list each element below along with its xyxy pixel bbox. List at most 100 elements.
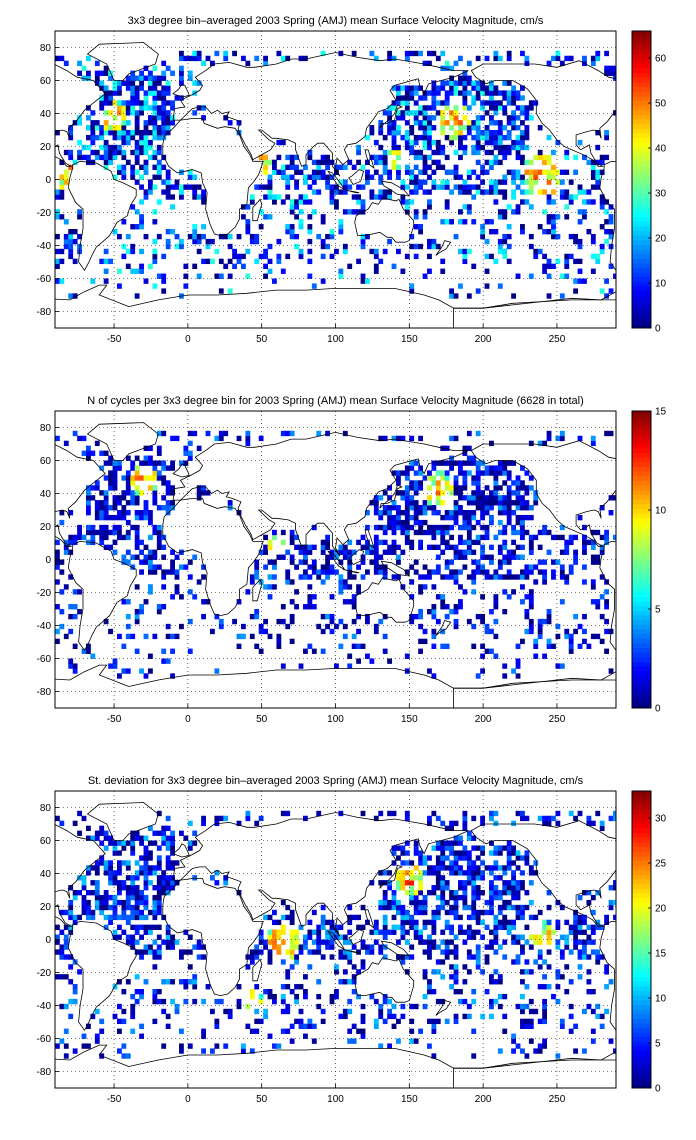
colorbar-swatch — [632, 318, 651, 324]
heatmap-cell — [431, 1028, 437, 1034]
heatmap-cell — [143, 100, 149, 106]
heatmap-cell — [125, 480, 131, 486]
heatmap-cell — [148, 85, 153, 91]
heatmap-cell — [139, 934, 144, 940]
coastline — [599, 540, 616, 651]
heatmap-cell — [382, 993, 388, 1000]
heatmap-cell — [334, 189, 339, 195]
heatmap-cell — [502, 465, 508, 471]
heatmap-cell — [404, 840, 410, 846]
heatmap-cell — [475, 125, 481, 131]
heatmap-cell — [139, 890, 144, 896]
heatmap-cell — [68, 238, 74, 245]
heatmap-cell — [396, 909, 401, 916]
heatmap-cell — [63, 1043, 69, 1049]
heatmap-cell — [77, 534, 82, 541]
heatmap-cell — [493, 845, 499, 851]
colorbar-swatch — [632, 804, 651, 810]
heatmap-cell — [289, 154, 295, 161]
heatmap-cell — [267, 633, 273, 640]
heatmap-cell — [148, 139, 153, 146]
heatmap-cell — [595, 924, 601, 930]
heatmap-cell — [497, 125, 503, 131]
heatmap-cell — [444, 604, 450, 610]
heatmap-cell — [418, 544, 424, 550]
heatmap-cell — [68, 628, 74, 635]
heatmap-cell — [528, 159, 534, 166]
heatmap-cell — [280, 169, 286, 175]
heatmap-cell — [555, 55, 561, 62]
heatmap-cell — [546, 199, 552, 205]
heatmap-cell — [391, 524, 397, 531]
heatmap-cell — [431, 90, 437, 96]
heatmap-cell — [404, 939, 410, 945]
heatmap-cell — [559, 194, 565, 200]
heatmap-cell — [396, 939, 401, 945]
heatmap-cell — [63, 549, 69, 555]
heatmap-cell — [489, 85, 494, 91]
heatmap-cell — [524, 115, 530, 121]
heatmap-cell — [134, 939, 140, 945]
heatmap-cell — [152, 500, 158, 506]
heatmap-cell — [152, 184, 158, 190]
heatmap-cell — [183, 998, 189, 1005]
heatmap-cell — [391, 514, 397, 521]
heatmap-cell — [152, 885, 158, 891]
heatmap-cell — [103, 894, 109, 901]
heatmap-cell — [427, 979, 432, 985]
heatmap-cell — [418, 939, 424, 945]
heatmap-cell — [480, 495, 486, 501]
heatmap-cell — [77, 830, 82, 836]
heatmap-cell — [373, 55, 379, 62]
heatmap-cell — [475, 465, 481, 471]
heatmap-cell — [475, 55, 481, 62]
heatmap-cell — [303, 1033, 308, 1039]
colorbar-swatch — [632, 990, 651, 996]
coastline — [172, 843, 190, 858]
heatmap-cell — [134, 95, 140, 101]
heatmap-cell — [156, 529, 162, 536]
heatmap-cell — [542, 569, 548, 575]
heatmap-cell — [475, 85, 481, 91]
heatmap-cell — [303, 993, 308, 1000]
heatmap-cell — [515, 149, 521, 156]
heatmap-cell — [431, 465, 437, 471]
heatmap-cell — [480, 169, 486, 175]
heatmap-cell — [254, 258, 260, 265]
heatmap-cell — [108, 125, 113, 131]
heatmap-cell — [489, 465, 494, 471]
heatmap-cell — [537, 628, 543, 635]
heatmap-cell — [409, 894, 415, 901]
heatmap-cell — [218, 815, 224, 822]
heatmap-cell — [524, 628, 530, 635]
heatmap-cell — [55, 1043, 60, 1049]
heatmap-cell — [404, 55, 410, 62]
heatmap-cell — [480, 1013, 486, 1020]
x-tick-label: 50 — [256, 714, 268, 725]
heatmap-cell — [59, 559, 65, 565]
colorbar-swatch — [632, 105, 651, 111]
heatmap-cell — [608, 214, 614, 220]
heatmap-cell — [391, 263, 397, 269]
coastline — [379, 864, 404, 889]
colorbar-swatch — [632, 77, 651, 83]
heatmap-cell — [453, 860, 459, 866]
heatmap-cell — [130, 885, 136, 891]
x-tick-label: 150 — [401, 334, 418, 345]
heatmap-cell — [489, 1003, 494, 1010]
heatmap-cell — [130, 1028, 136, 1034]
heatmap-cell — [449, 288, 455, 294]
heatmap-cell — [564, 939, 570, 945]
heatmap-cell — [462, 485, 468, 491]
heatmap-cell — [546, 214, 552, 220]
heatmap-cell — [72, 919, 78, 926]
heatmap-cell — [125, 529, 131, 536]
heatmap-cell — [156, 130, 162, 136]
heatmap-cell — [497, 979, 503, 985]
heatmap-cell — [462, 894, 468, 901]
heatmap-cell — [528, 1008, 534, 1015]
heatmap-cell — [391, 55, 397, 62]
heatmap-cell — [462, 470, 468, 476]
heatmap-cell — [431, 85, 437, 91]
heatmap-cell — [431, 184, 437, 190]
